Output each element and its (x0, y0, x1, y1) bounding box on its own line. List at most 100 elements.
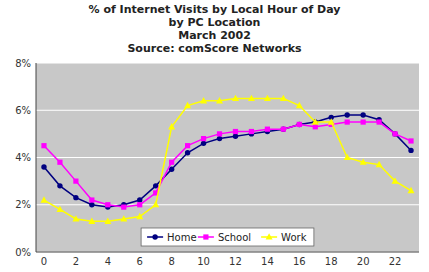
point (281, 126, 286, 131)
legend-marker (266, 233, 273, 239)
point (57, 183, 62, 188)
x-tick-label: 8 (168, 256, 174, 267)
grid-line (36, 110, 419, 111)
y-tick-label: 8% (15, 58, 31, 69)
point (152, 201, 159, 207)
point (120, 215, 127, 221)
x-tick-label: 0 (41, 256, 47, 267)
plot-area (40, 95, 414, 224)
point (392, 131, 397, 136)
point (249, 129, 254, 134)
point (297, 122, 302, 127)
annotation: March 2002 (178, 29, 251, 42)
point (233, 129, 238, 134)
point (137, 197, 142, 202)
point (57, 160, 62, 165)
point (328, 118, 335, 124)
chart: % of Internet Visits by Local Hour of Da… (0, 0, 429, 272)
legend-marker (203, 234, 208, 239)
point (104, 217, 111, 223)
x-tick-label: 22 (389, 256, 402, 267)
x-tick-label: 4 (105, 256, 111, 267)
point (56, 206, 63, 212)
point (248, 95, 255, 101)
x-axis (36, 252, 419, 253)
point (264, 95, 271, 101)
y-tick-label: 2% (15, 199, 31, 210)
point (360, 112, 365, 117)
point (377, 119, 382, 124)
point (41, 143, 46, 148)
legend-label: School (218, 232, 251, 243)
point (233, 134, 238, 139)
point (281, 127, 286, 132)
point (360, 158, 367, 164)
point (41, 164, 46, 169)
point (185, 150, 190, 155)
point (344, 112, 349, 117)
point (73, 195, 78, 200)
point (376, 161, 383, 167)
point (344, 154, 351, 160)
point (296, 102, 303, 108)
point (312, 118, 319, 124)
point (136, 213, 143, 219)
point (168, 123, 175, 129)
grid-line (36, 252, 419, 253)
point (105, 202, 110, 207)
point (280, 95, 287, 101)
point (200, 97, 207, 103)
point (392, 131, 397, 136)
point (40, 196, 47, 202)
x-tick-label: 2 (73, 256, 79, 267)
annotation: Source: comScore Networks (127, 42, 302, 55)
point (201, 141, 206, 146)
point (201, 136, 206, 141)
legend-label: Home (167, 232, 197, 243)
point (216, 97, 223, 103)
legend-marker (152, 234, 157, 239)
point (217, 131, 222, 136)
point (313, 124, 318, 129)
point (121, 205, 126, 210)
point (408, 187, 415, 193)
y-tick-label: 6% (15, 105, 31, 116)
plot-background (36, 63, 419, 252)
point (297, 122, 302, 127)
y-axis (36, 63, 37, 252)
point (89, 202, 94, 207)
y-tick-label: 4% (15, 152, 31, 163)
legend: Home School Work (141, 228, 314, 246)
series-line (44, 122, 411, 207)
x-tick-label: 10 (197, 256, 210, 267)
point (88, 217, 95, 223)
point (73, 179, 78, 184)
point (408, 148, 413, 153)
point (361, 119, 366, 124)
point (137, 202, 142, 207)
point (265, 127, 270, 132)
legend-label: Work (281, 232, 307, 243)
point (89, 197, 94, 202)
subtitle: by PC Location (169, 16, 261, 29)
point (392, 177, 399, 183)
series-line (44, 115, 411, 207)
series-line (44, 98, 411, 221)
grid-line (36, 63, 419, 64)
x-tick-label: 6 (137, 256, 143, 267)
legend-box (141, 228, 314, 246)
point (217, 136, 222, 141)
x-tick-label: 18 (325, 256, 338, 267)
x-tick-label: 20 (357, 256, 370, 267)
title: % of Internet Visits by Local Hour of Da… (89, 3, 341, 16)
x-tick-label: 16 (293, 256, 306, 267)
point (72, 215, 79, 221)
x-tick-label: 14 (261, 256, 274, 267)
point (408, 138, 413, 143)
y-tick-label: 0% (15, 247, 31, 258)
point (185, 143, 190, 148)
point (169, 160, 174, 165)
x-tick-label: 12 (229, 256, 242, 267)
point (232, 95, 239, 101)
grid-line (36, 157, 419, 158)
